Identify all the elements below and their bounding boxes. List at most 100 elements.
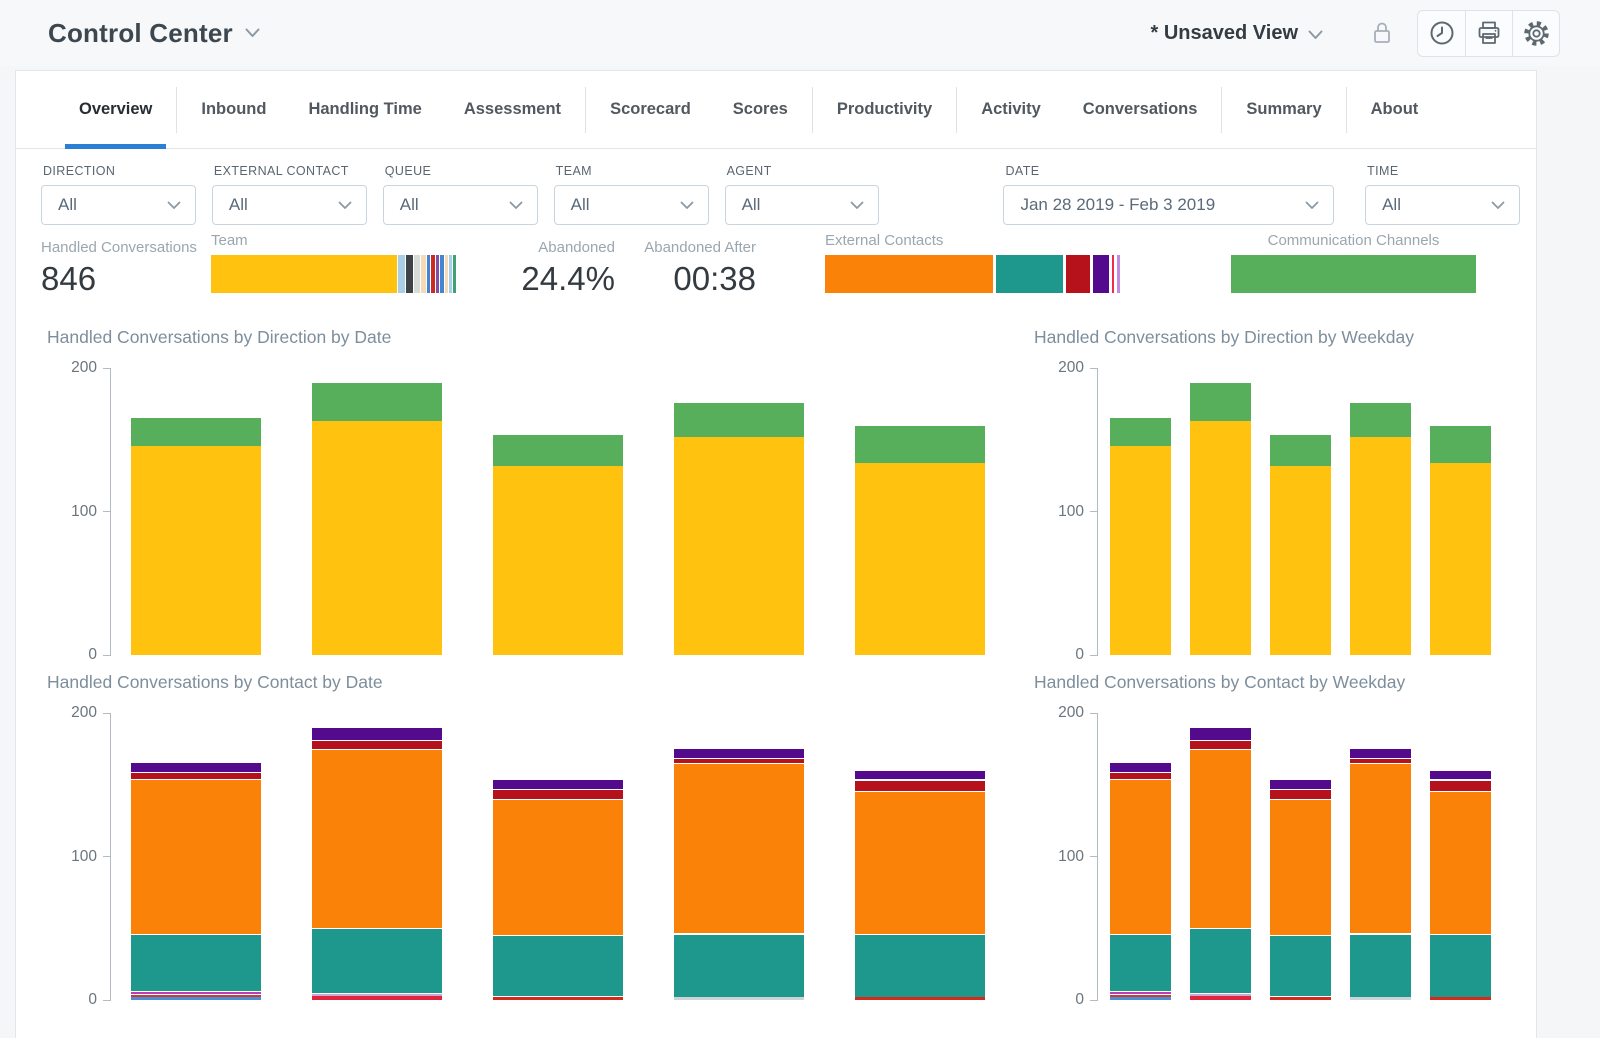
bar-segment [312,928,442,993]
chevron-down-icon[interactable] [245,28,260,38]
filter-external-contact: EXTERNAL CONTACT All [211,164,367,225]
bar-segment [1350,763,1411,933]
bar[interactable] [131,416,261,655]
chevron-down-icon [680,201,693,209]
y-tick-label: 200 [71,359,97,376]
bar-segment [855,425,985,463]
tab-inbound[interactable]: Inbound [180,71,287,148]
filter-team-dropdown[interactable]: All [553,185,709,225]
bar[interactable] [1190,727,1251,1000]
filter-queue: QUEUE All [382,164,538,225]
filter-time-dropdown[interactable]: All [1365,185,1520,225]
bar[interactable] [674,402,804,655]
chart-title: Handled Conversations by Direction by We… [1034,327,1415,347]
filter-queue-dropdown[interactable]: All [382,185,538,225]
bar[interactable] [131,761,261,1000]
bar-segment [1110,445,1171,655]
bar[interactable] [855,770,985,1000]
content-card: Overview Inbound Handling Time Assessment Sc… [15,70,1537,1038]
y-tick: 0 [88,646,111,664]
tab-handling-time[interactable]: Handling Time [287,71,442,148]
bar[interactable] [855,425,985,655]
kpi-bar-segment [1093,255,1110,293]
kpi-value: 846 [41,260,97,297]
bar[interactable] [1350,747,1411,1000]
gear-icon [1523,20,1549,46]
y-tick-mark [103,856,111,857]
bar[interactable] [1110,416,1171,655]
tab-label: Productivity [836,100,933,118]
chevron-down-icon[interactable] [1308,30,1323,40]
external-contacts-bar[interactable] [825,255,1120,293]
bar[interactable] [493,779,623,1000]
y-tick: 100 [71,503,111,521]
tab-about[interactable]: About [1350,71,1440,148]
tab-overview[interactable]: Overview [58,71,173,149]
print-button[interactable] [1465,10,1512,56]
chevron-down-icon [1491,201,1505,209]
kpi-team: Team [211,231,457,293]
bar-segment [1270,779,1331,790]
bar[interactable] [312,382,442,655]
chart-direction-by-weekday: Handled Conversations by Direction by We… [1034,327,1514,663]
bar-segment [1190,995,1251,1000]
bar-segment [131,445,261,655]
y-tick: 0 [1075,646,1098,664]
bar[interactable] [674,747,804,1000]
y-tick-label: 100 [71,502,97,520]
y-tick-mark [1090,712,1098,714]
y-tick-mark [1090,511,1098,512]
filter-agent-dropdown[interactable]: All [724,185,880,225]
bar[interactable] [1270,779,1331,1000]
bar-segment [1270,465,1331,655]
y-tick-mark [103,712,111,714]
bar-segment [493,465,623,655]
kpi-bar-segment [413,255,420,293]
bar-segment [1110,934,1171,992]
bar[interactable] [1270,434,1331,655]
y-tick-mark [103,367,111,369]
bar[interactable] [1430,770,1491,1000]
chevron-down-icon [167,201,181,209]
filter-label: EXTERNAL CONTACT [213,164,349,178]
y-tick: 0 [88,991,111,1009]
tab-productivity[interactable]: Productivity [816,71,953,148]
filter-date-dropdown[interactable]: Jan 28 2019 - Feb 3 2019 [1003,185,1335,225]
bar[interactable] [1110,761,1171,1000]
title-area[interactable]: Control Center [48,18,260,49]
bar-segment [1270,789,1331,800]
bar[interactable] [312,727,442,1000]
bar-segment [312,421,442,655]
tab-activity[interactable]: Activity [960,71,1062,148]
view-selector[interactable]: * Unsaved View [1150,21,1298,44]
bar[interactable] [1430,425,1491,655]
kpi-label: Abandoned [538,239,615,256]
filter-direction-dropdown[interactable]: All [41,185,196,225]
bar[interactable] [493,434,623,655]
tab-assessment[interactable]: Assessment [443,71,582,148]
chevron-down-icon [509,201,523,209]
bar[interactable] [1190,382,1251,655]
tab-divider [956,86,958,133]
bar-segment [1110,416,1171,446]
tab-conversations[interactable]: Conversations [1062,71,1219,148]
bar-segment [1430,425,1491,463]
tab-scorecard[interactable]: Scorecard [589,71,712,148]
history-button[interactable] [1418,11,1465,56]
y-tick-label: 100 [71,847,97,865]
y-tick-label: 200 [71,704,97,721]
y-tick: 100 [1058,848,1098,866]
kpi-external-contacts: External Contacts [825,231,1120,293]
tab-scores[interactable]: Scores [712,71,809,148]
communication-channels-bar[interactable] [1231,255,1476,293]
bar-segment [1350,402,1411,437]
tab-summary[interactable]: Summary [1225,71,1342,148]
kpi-bar-segment [420,255,427,293]
chart-title: Handled Conversations by Contact by Date [47,672,383,692]
filter-label: DATE [1005,164,1040,178]
bar[interactable] [1350,402,1411,655]
settings-button[interactable] [1512,10,1559,56]
y-tick-label: 200 [1058,359,1084,376]
filter-external-contact-dropdown[interactable]: All [211,185,367,225]
team-bar[interactable] [211,255,457,293]
